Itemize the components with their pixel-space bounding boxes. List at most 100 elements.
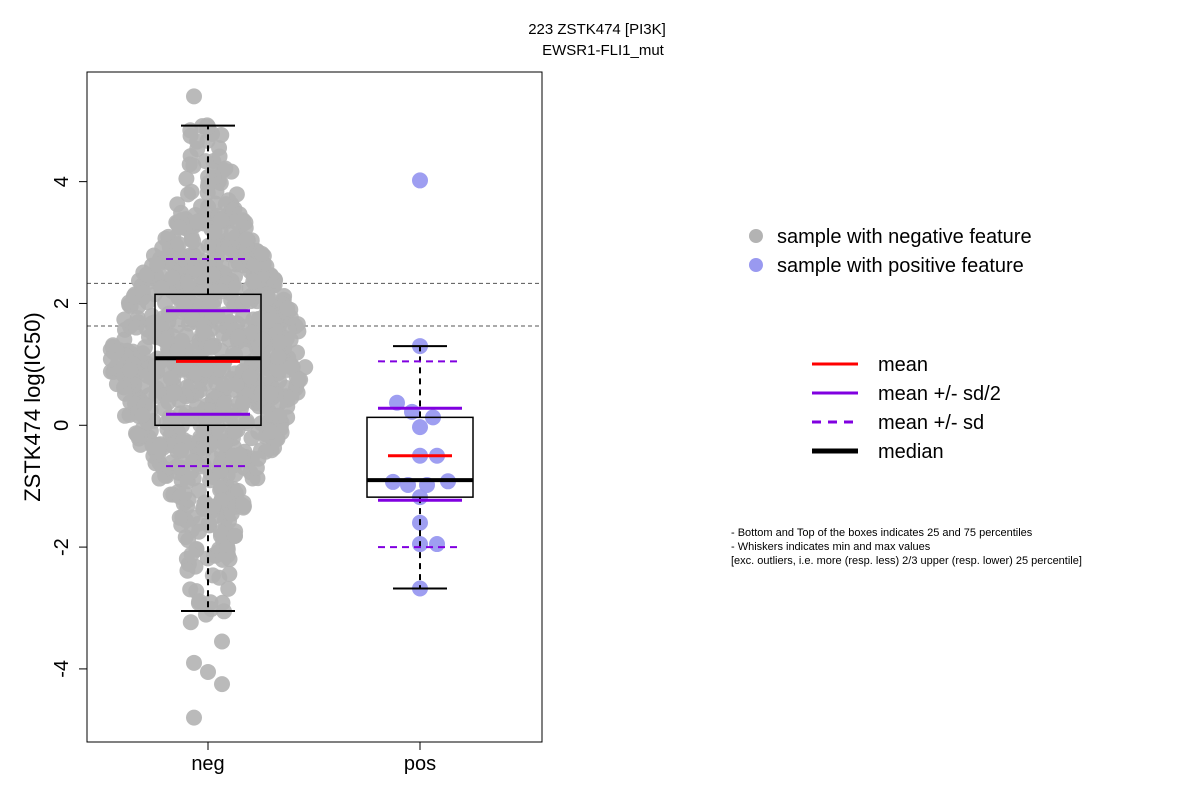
plot-frame: [86, 71, 543, 743]
y-tick-label: 4: [51, 176, 73, 187]
neg-sample-point: [186, 709, 202, 726]
neg-sample-point: [190, 523, 207, 540]
neg-sample-point: [122, 362, 139, 379]
neg-sample-point: [223, 225, 240, 242]
y-tick-label: -2: [51, 538, 73, 556]
neg-sample-point: [170, 235, 187, 252]
neg-sample-point: [269, 361, 286, 378]
neg-sample-point: [180, 275, 197, 292]
neg-sample-point: [213, 211, 230, 228]
neg-sample-point: [173, 204, 190, 221]
y-tick-label: -4: [51, 660, 73, 678]
neg-sample-point: [151, 470, 168, 487]
neg-sample-point: [185, 157, 202, 174]
legend-line-label: mean +/- sd: [878, 412, 984, 434]
neg-sample-point: [166, 384, 183, 401]
neg-sample-point: [164, 269, 181, 286]
neg-sample-point: [221, 565, 238, 582]
neg-sample-point: [279, 300, 296, 317]
neg-sample-point: [149, 256, 166, 273]
neg-sample-point: [239, 290, 256, 307]
neg-sample-point: [198, 361, 215, 378]
neg-sample-point: [290, 371, 307, 388]
y-axis-label: ZSTK474 log(IC50): [20, 312, 45, 502]
neg-sample-point: [211, 148, 228, 165]
note-line: - Whiskers indicates min and max values: [731, 541, 931, 553]
neg-sample-point: [160, 305, 177, 322]
neg-sample-point: [213, 283, 230, 300]
neg-sample-point: [214, 676, 230, 693]
neg-sample-point: [226, 527, 243, 544]
note-line: - Bottom and Top of the boxes indicates …: [731, 527, 1033, 539]
legend-point-label: sample with positive feature: [777, 255, 1024, 277]
neg-sample-point: [288, 344, 305, 361]
neg-sample-point: [184, 310, 201, 327]
neg-sample-point: [183, 546, 200, 563]
neg-sample-point: [222, 246, 239, 263]
neg-sample-point: [245, 273, 262, 290]
neg-sample-point: [270, 348, 287, 365]
neg-sample-point: [241, 368, 258, 385]
legend-point-marker: [749, 229, 763, 243]
neg-sample-point: [116, 311, 133, 328]
neg-sample-point: [259, 290, 276, 307]
neg-sample-point: [228, 186, 245, 203]
neg-sample-point: [271, 407, 288, 424]
neg-sample-point: [283, 389, 300, 406]
neg-sample-point: [216, 394, 233, 411]
neg-sample-point: [228, 376, 245, 393]
neg-sample-point: [185, 249, 202, 266]
neg-sample-point: [189, 141, 206, 158]
legend-line-label: mean +/- sd/2: [878, 383, 1001, 405]
legend: sample with negative feature sample with …: [749, 226, 1032, 463]
neg-sample-point: [212, 524, 229, 541]
neg-sample-point: [283, 359, 300, 376]
neg-sample-point: [250, 450, 267, 467]
neg-sample-point: [186, 654, 202, 671]
legend-point-marker: [749, 258, 763, 272]
neg-sample-point: [138, 266, 155, 283]
neg-sample-point: [188, 398, 205, 415]
neg-sample-point: [134, 407, 151, 424]
neg-sample-point: [262, 423, 279, 440]
neg-sample-point: [197, 153, 214, 170]
neg-sample-point: [156, 332, 173, 349]
neg-sample-point: [226, 423, 243, 440]
neg-sample-point: [235, 494, 252, 511]
neg-sample-point: [163, 454, 180, 471]
neg-sample-point: [128, 319, 145, 336]
neg-sample-point: [238, 231, 255, 248]
neg-sample-point: [272, 333, 289, 350]
pos-sample-point: [412, 172, 428, 189]
neg-sample-point: [205, 266, 222, 283]
neg-sample-point: [203, 339, 220, 356]
neg-sample-point: [108, 376, 125, 393]
neg-sample-point: [206, 224, 223, 241]
neg-sample-point: [211, 423, 228, 440]
neg-sample-point: [176, 485, 193, 502]
neg-sample-point: [190, 482, 207, 499]
legend-point-label: sample with negative feature: [777, 226, 1032, 248]
neg-sample-point: [220, 580, 237, 597]
y-tick-label: 0: [51, 420, 73, 431]
pos-box: [366, 416, 474, 498]
neg-sample-point: [174, 332, 191, 349]
neg-sample-point: [182, 581, 199, 598]
neg-sample-point: [162, 370, 179, 387]
legend-line-label: mean: [878, 354, 928, 376]
neg-sample-point: [250, 423, 267, 440]
neg-sample-point: [200, 663, 216, 680]
neg-sample-point: [254, 353, 271, 370]
y-tick-label: 2: [51, 298, 73, 309]
neg-sample-point: [196, 495, 213, 512]
neg-sample-point: [193, 458, 210, 475]
neg-sample-point: [179, 562, 196, 579]
neg-sample-point: [231, 446, 248, 463]
neg-sample-point: [262, 385, 279, 402]
note-line: [exc. outliers, i.e. more (resp. less) 2…: [731, 555, 1082, 567]
neg-sample-point: [191, 593, 208, 610]
neg-sample-point: [185, 233, 202, 250]
neg-sample-point: [214, 551, 231, 568]
neg-sample-point: [136, 339, 153, 356]
neg-sample-point: [189, 213, 206, 230]
